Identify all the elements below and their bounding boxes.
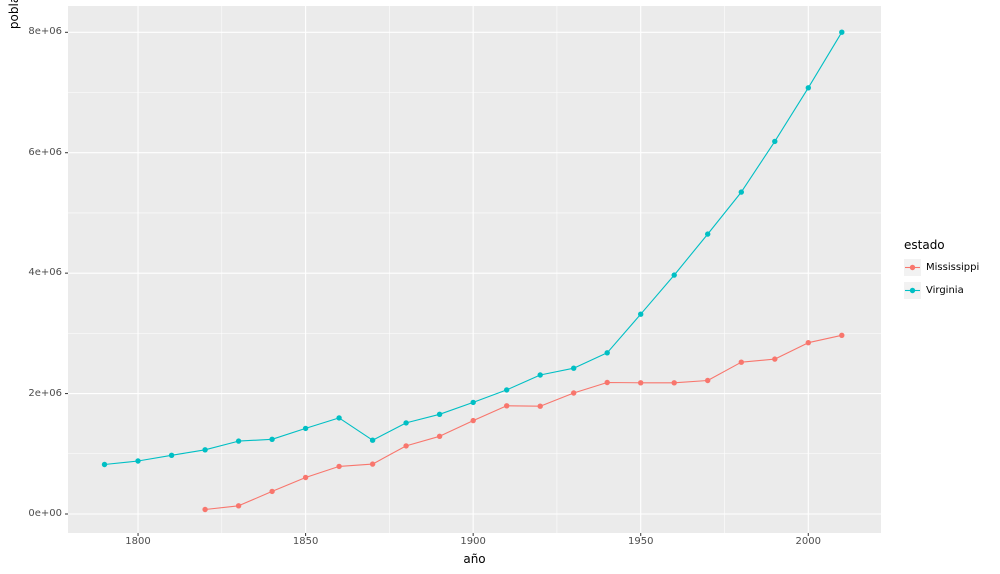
point-virginia-2000 <box>805 85 811 91</box>
x-tick-label: 1850 <box>292 536 319 547</box>
point-mississippi-1820 <box>202 506 208 513</box>
legend-key-virginia <box>904 282 921 299</box>
point-virginia-1900 <box>470 399 476 406</box>
point-mississippi-1890 <box>436 433 443 439</box>
y-tick-label: 4e+06 <box>28 267 62 279</box>
point-virginia-1860 <box>336 415 342 421</box>
point-mississippi-1980 <box>738 359 744 365</box>
point-mississippi-1830 <box>235 503 242 509</box>
point-mississippi-1880 <box>403 443 409 449</box>
x-tick-label: 2000 <box>795 536 821 547</box>
point-mississippi-1930 <box>571 390 577 396</box>
point-virginia-1990 <box>772 138 778 145</box>
y-tick-label: 6e+06 <box>28 146 62 158</box>
point-virginia-2010 <box>839 29 845 35</box>
point-mississippi-2000 <box>805 340 811 346</box>
legend-key-glyph <box>905 264 920 271</box>
point-virginia-1820 <box>202 447 208 453</box>
point-virginia-1800 <box>135 458 141 464</box>
y-tick-label: 8e+06 <box>28 26 62 38</box>
point-mississippi-1960 <box>671 380 677 386</box>
x-tick-label: 1900 <box>460 536 486 547</box>
point-mississippi-1920 <box>537 403 543 409</box>
point-virginia-1830 <box>235 438 242 444</box>
point-mississippi-1840 <box>269 488 275 495</box>
point-virginia-1920 <box>537 372 543 378</box>
legend-label-mississippi: Mississippi <box>926 262 980 273</box>
point-virginia-1910 <box>504 387 510 393</box>
point-virginia-1930 <box>571 365 577 371</box>
point-virginia-1980 <box>738 189 744 195</box>
legend-key-glyph <box>905 287 920 294</box>
legend: estado Mississippi Virginia <box>904 238 979 305</box>
x-tick-label: 1800 <box>125 536 151 547</box>
point-mississippi-1990 <box>772 356 778 362</box>
y-tick-label: 0e+00 <box>28 507 62 519</box>
point-virginia-1950 <box>638 311 644 317</box>
point-virginia-1790 <box>101 461 108 468</box>
point-mississippi-1860 <box>336 463 342 470</box>
legend-key-mississippi <box>904 259 921 276</box>
y-tick-label: 2e+06 <box>28 387 62 399</box>
point-virginia-1880 <box>403 420 409 426</box>
point-virginia-1970 <box>705 231 711 237</box>
legend-title: estado <box>904 238 945 252</box>
point-virginia-1960 <box>671 272 677 278</box>
point-mississippi-1940 <box>604 379 610 386</box>
point-virginia-1940 <box>604 350 610 356</box>
point-mississippi-1910 <box>504 403 510 409</box>
point-mississippi-1950 <box>638 380 644 386</box>
legend-label-virginia: Virginia <box>926 285 964 296</box>
point-mississippi-1900 <box>470 417 476 424</box>
point-virginia-1870 <box>369 437 376 443</box>
legend-items: Mississippi Virginia <box>904 259 979 299</box>
point-virginia-1840 <box>269 436 275 442</box>
plot-panel <box>68 6 881 533</box>
line-mississippi <box>205 334 842 511</box>
point-mississippi-1850 <box>302 474 309 481</box>
legend-item-virginia: Virginia <box>904 282 979 299</box>
y-axis-title: poblacion <box>7 0 21 30</box>
x-tick-label: 1950 <box>627 536 654 547</box>
legend-item-mississippi: Mississippi <box>904 259 979 276</box>
point-virginia-1850 <box>302 425 309 432</box>
point-virginia-1890 <box>436 411 443 417</box>
point-virginia-1810 <box>168 452 175 458</box>
point-mississippi-2010 <box>839 332 845 338</box>
point-mississippi-1970 <box>705 377 711 384</box>
x-axis-title: año <box>463 552 486 566</box>
point-mississippi-1870 <box>369 461 376 467</box>
